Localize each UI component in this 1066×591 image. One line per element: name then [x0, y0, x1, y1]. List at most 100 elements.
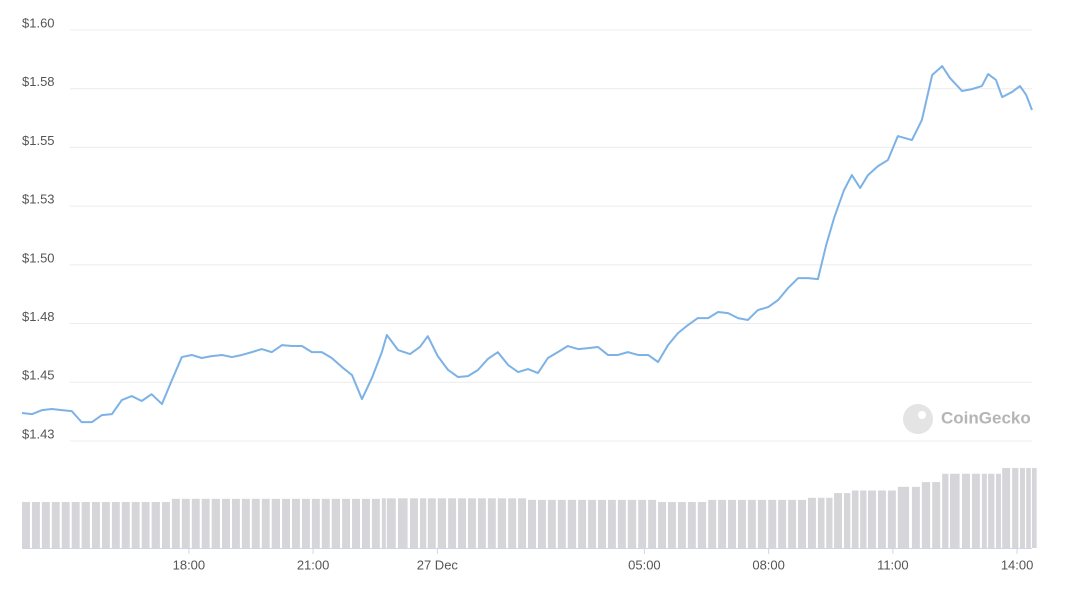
volume-bar	[971, 473, 980, 548]
volume-bar	[331, 498, 341, 548]
volume-bar	[271, 498, 280, 548]
volume-bar	[648, 499, 657, 548]
volume-bar	[921, 482, 931, 548]
watermark-logo	[903, 404, 933, 434]
axes: $1.60 $1.58 $1.55 $1.53 $1.50 $1.48 $1.45 $1.43…	[22, 15, 1033, 572]
volume-bar	[617, 499, 626, 548]
volume-bar	[261, 498, 270, 548]
volume-bar	[487, 498, 496, 548]
watermark: CoinGecko	[903, 404, 1031, 434]
volume-bar	[1026, 467, 1031, 548]
volume-bar	[381, 498, 386, 548]
volume-bar	[728, 499, 736, 548]
volume-bar	[1002, 467, 1011, 548]
y-tick-label: $1.45	[22, 368, 55, 383]
volume-bar	[181, 498, 190, 548]
volume-bar	[962, 473, 970, 548]
volume-bar	[508, 498, 517, 548]
volume-bar	[557, 499, 566, 548]
volume-bar	[768, 499, 777, 548]
volume-bar	[911, 486, 920, 548]
y-tick-label: $1.48	[22, 309, 55, 324]
volume-bar	[151, 501, 160, 548]
volume-bar	[467, 498, 476, 548]
volume-bar	[627, 499, 637, 548]
volume-bar	[851, 490, 859, 548]
volume-bar	[737, 499, 746, 548]
volume-bar	[677, 501, 686, 548]
volume-bar	[826, 497, 833, 548]
volume-bar	[352, 498, 360, 548]
volume-bar	[121, 501, 130, 548]
volume-bar	[211, 498, 220, 548]
y-tick-label: $1.60	[22, 15, 55, 30]
volume-bar	[638, 499, 647, 548]
price-line	[21, 65, 1033, 424]
volume-bar	[386, 498, 396, 548]
volume-bar	[321, 498, 330, 548]
volume-bar	[410, 498, 418, 548]
volume-bar	[282, 498, 291, 548]
volume-bar	[111, 501, 120, 548]
y-tick-label: $1.58	[22, 74, 55, 89]
volume-bar	[518, 498, 527, 548]
volume-bar	[497, 498, 507, 548]
x-tick-label: 08:00	[752, 557, 785, 572]
volume-bar	[51, 501, 60, 548]
volume-bar	[843, 493, 851, 548]
grid	[70, 29, 1032, 442]
volume-bar	[437, 498, 447, 548]
volume-bar	[81, 501, 90, 548]
volume-bar	[868, 490, 876, 548]
volume-bar	[528, 499, 536, 548]
volume-bar	[834, 493, 843, 548]
volume-bar	[448, 498, 457, 548]
volume-bar	[897, 486, 910, 548]
volume-bar	[31, 501, 40, 548]
volume-bar	[708, 499, 717, 548]
y-tick-label: $1.50	[22, 250, 55, 265]
volume-bar	[988, 473, 995, 548]
x-tick-label: 11:00	[877, 557, 909, 572]
volume-bar	[747, 499, 756, 548]
volume-bar	[311, 498, 320, 548]
y-tick-label: $1.55	[22, 133, 55, 148]
volume-bar	[697, 501, 707, 548]
x-tick-label: 14:00	[1001, 557, 1034, 572]
volume-bar	[757, 499, 767, 548]
volume-bar	[537, 499, 546, 548]
watermark-logo-eye	[918, 411, 926, 419]
volume-bar	[588, 499, 597, 548]
watermark-text: CoinGecko	[941, 408, 1031, 427]
volume-bar	[191, 498, 200, 548]
volume-bar	[91, 501, 100, 548]
volume-bar	[251, 498, 260, 548]
x-tick-label: 18:00	[173, 557, 206, 572]
volume-bar	[950, 473, 960, 548]
volume-bar	[398, 498, 408, 548]
volume-bar	[71, 501, 80, 548]
volume-bar	[41, 501, 50, 548]
volume-bar	[458, 498, 467, 548]
volume-bar	[427, 498, 436, 548]
volume-bar	[101, 501, 110, 548]
volume-bar	[788, 499, 797, 548]
volume-bar	[668, 501, 676, 548]
volume-bar	[860, 490, 867, 548]
volume-bar	[798, 499, 806, 548]
x-tick-label: 21:00	[297, 557, 330, 572]
volume-bar	[598, 499, 606, 548]
volume-bar	[301, 498, 310, 548]
y-tick-label: $1.53	[22, 192, 55, 207]
volume-bar	[607, 499, 616, 548]
price-line	[21, 65, 1033, 424]
volume-bar	[1032, 467, 1037, 548]
volume-bar	[141, 501, 150, 548]
volume-bar	[547, 499, 556, 548]
volume-bar	[291, 498, 300, 548]
volume-bar	[887, 490, 896, 548]
volume-bar	[778, 499, 787, 548]
volume-bar	[658, 501, 667, 548]
volume-bar	[807, 497, 816, 548]
